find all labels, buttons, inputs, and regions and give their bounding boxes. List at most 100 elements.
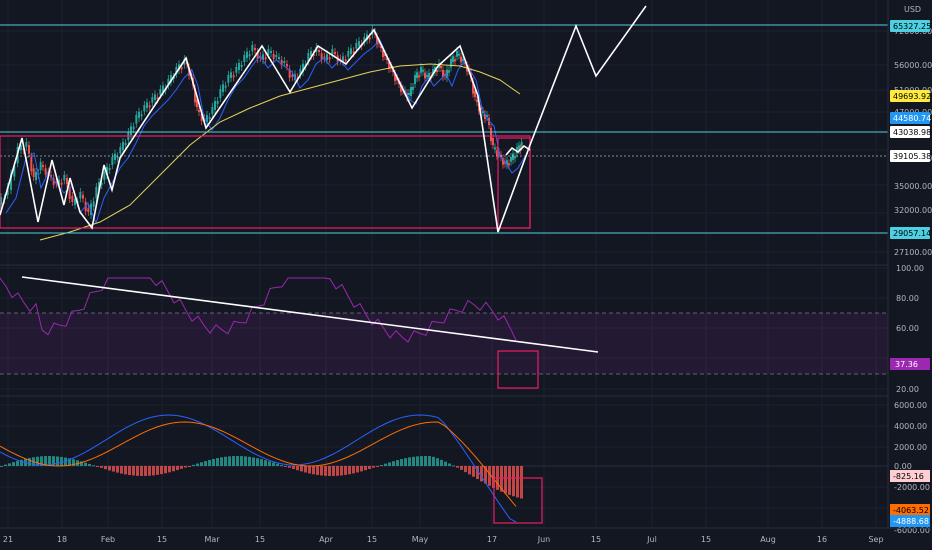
macd-histogram-bar [184, 466, 187, 468]
macd-histogram-bar [148, 466, 151, 476]
time-tick-label: 18 [57, 535, 67, 544]
candle-body [103, 172, 106, 180]
candle-body [200, 114, 203, 121]
candle-body [98, 182, 100, 190]
candle-body [135, 115, 138, 124]
candle-body [508, 163, 510, 166]
price-scale[interactable]: USD 72000.0056000.0051000.0047000.003900… [887, 0, 932, 535]
candle-body [426, 75, 428, 77]
candle-body [198, 110, 200, 112]
candle-body [159, 89, 162, 95]
candle-body [400, 85, 402, 92]
candle-body [235, 67, 238, 73]
price-tick-label: 56000.00 [894, 61, 932, 70]
macd-histogram-bar [408, 457, 411, 466]
rsi-tick-label: 20.00 [896, 385, 919, 394]
candle-body [456, 51, 458, 57]
candle-body [514, 156, 516, 159]
rsi-highlight-box[interactable] [497, 350, 539, 389]
candle-body [232, 75, 235, 78]
macd-pane[interactable] [0, 414, 888, 524]
macd-histogram-bar [156, 466, 159, 475]
time-scale[interactable]: 21 18 Feb 15 Mar 15 Apr 15 May 17 Jun 15 Jul 15 Aug 16 S… [0, 527, 932, 544]
candle-body [504, 161, 506, 164]
candle-body [344, 59, 347, 62]
macd-histogram-bar [68, 458, 71, 466]
candle-body [384, 54, 386, 56]
candle-body [30, 156, 33, 172]
svg-text:43038.98: 43038.98 [893, 128, 931, 137]
price-pane[interactable] [0, 5, 888, 241]
macd-histogram-bar [276, 463, 279, 466]
candle-body [299, 69, 302, 75]
candle-body [111, 157, 114, 165]
rsi-value-badge: 37.36 [890, 358, 930, 370]
candle-body [474, 90, 476, 97]
candle-body [388, 62, 390, 69]
macd-histogram-bar [440, 459, 443, 466]
macd-histogram-bar [160, 466, 163, 475]
candle-body [418, 75, 420, 78]
time-tick-label: 15 [157, 535, 167, 544]
candle-body [318, 50, 320, 52]
candle-body [286, 64, 288, 67]
drop-box[interactable] [497, 137, 531, 229]
candle-body [472, 81, 474, 94]
candle-body [238, 63, 240, 70]
candle-body [460, 56, 462, 63]
candle-body [368, 37, 371, 40]
candle-body [42, 165, 44, 167]
macd-histogram-bar [80, 461, 83, 466]
macd-tick-label: 4000.00 [894, 422, 927, 431]
candle-body [124, 143, 127, 145]
macd-histogram-bar [376, 466, 379, 467]
candle-body [230, 72, 232, 78]
macd-histogram-bar [0, 466, 3, 467]
candle-body [312, 54, 315, 56]
macd-histogram-bar [8, 463, 11, 466]
candle-body [262, 54, 264, 60]
candle-body [0, 197, 2, 205]
macd-histogram-bar [56, 456, 59, 466]
candle-body [410, 87, 412, 96]
macd-highlight-box[interactable] [493, 477, 543, 524]
candle-body [256, 52, 259, 59]
time-tick-label: Sep [868, 535, 883, 544]
candle-body [243, 55, 246, 62]
macd-histogram-bar [204, 461, 207, 466]
candle-body [222, 84, 224, 92]
rsi-pane[interactable] [0, 276, 888, 389]
macd-histogram-bar [88, 463, 91, 466]
svg-text:49693.92: 49693.92 [893, 92, 931, 101]
macd-histogram-bar [60, 456, 63, 466]
macd-histogram-bar [384, 463, 387, 466]
macd-histogram-bar [452, 465, 455, 467]
macd-histogram-bar [420, 456, 423, 466]
macd-histogram-bar [324, 466, 327, 476]
price-drawings[interactable] [0, 5, 888, 234]
candle-body [376, 36, 378, 45]
macd-histogram-bar [444, 461, 447, 466]
macd-histogram-bar [500, 466, 503, 492]
candle-body [432, 69, 434, 74]
time-tick-label: Jun [537, 535, 551, 544]
candle-body [307, 53, 310, 62]
candle-body [512, 153, 514, 160]
candle-body [248, 54, 251, 57]
candle-body [502, 158, 504, 165]
macd-histogram-bar [280, 465, 283, 467]
path-squiggle-drawing[interactable] [505, 144, 531, 156]
candle-body [283, 61, 286, 63]
macd-histogram-bar [300, 466, 303, 472]
candle-body [87, 208, 90, 212]
currency-label: USD [904, 5, 921, 14]
candle-body [347, 51, 350, 57]
macd-histogram-bar [136, 466, 139, 476]
rsi-trendline-drawing[interactable] [21, 276, 599, 353]
macd-line [0, 414, 517, 523]
candle-body [492, 138, 494, 145]
candle-body [28, 145, 30, 154]
wave-projection-drawing[interactable] [0, 5, 647, 233]
macd-histogram-bar [396, 460, 399, 466]
